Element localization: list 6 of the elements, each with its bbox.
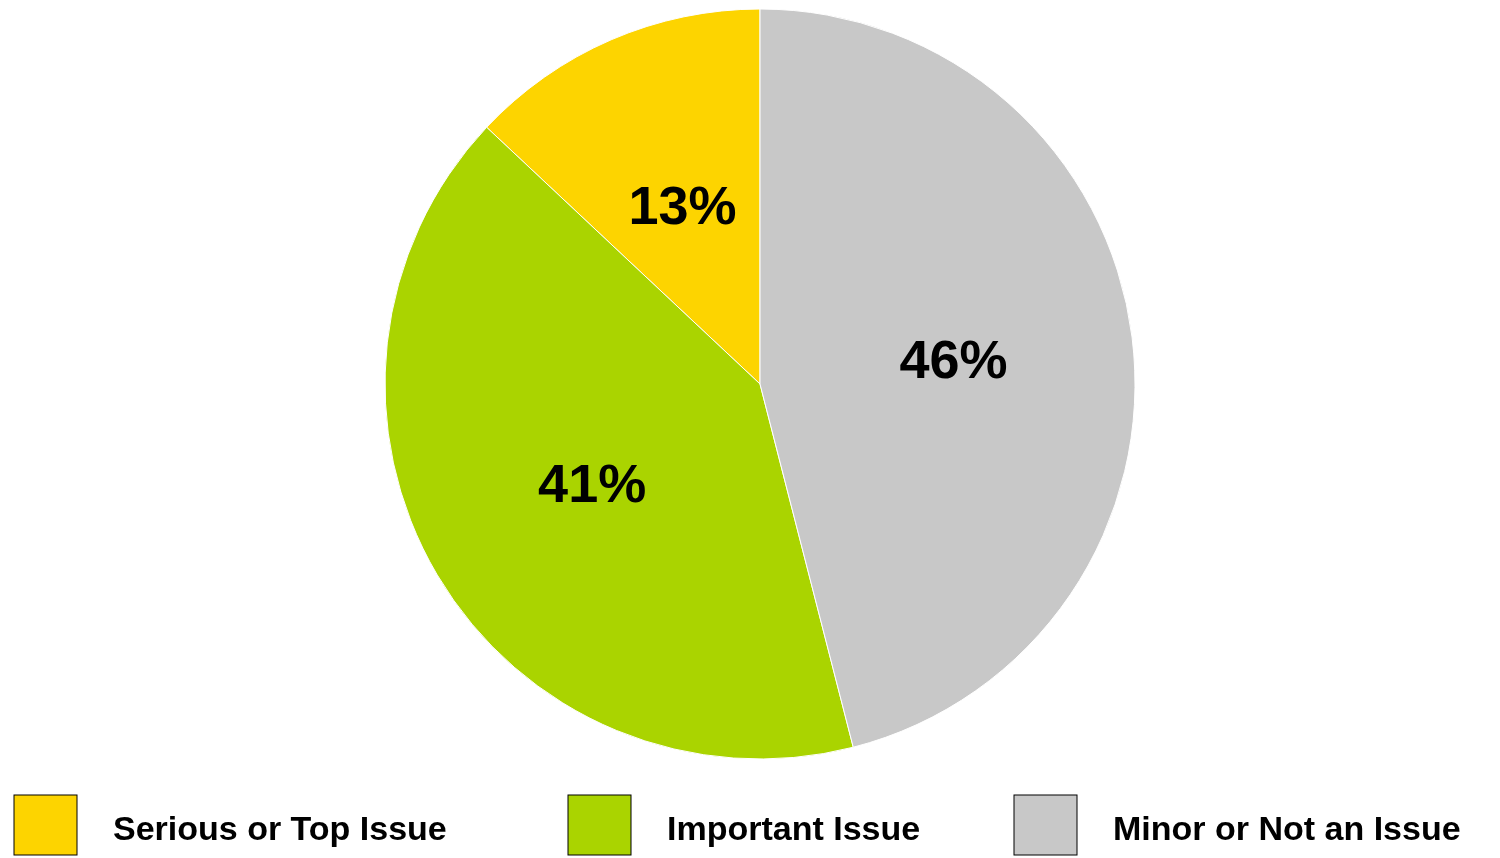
data-label: 46% [899,329,1008,390]
data-label: 41% [538,453,647,514]
legend-label: Minor or Not an Issue [1113,809,1461,847]
data-label: 13% [628,174,737,235]
legend-label: Serious or Top Issue [113,809,447,847]
legend-label: Important Issue [667,809,921,847]
